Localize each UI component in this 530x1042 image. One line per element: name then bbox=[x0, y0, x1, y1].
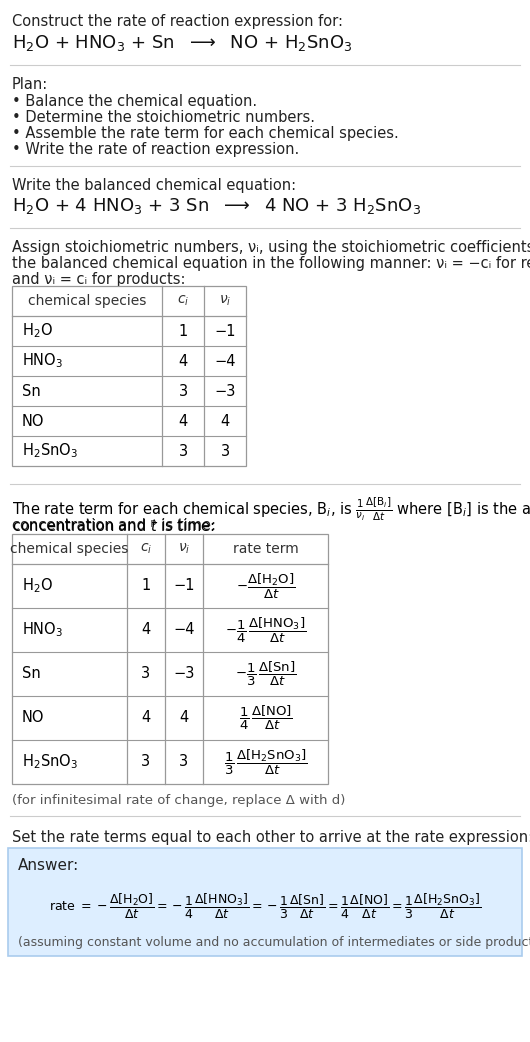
Text: • Assemble the rate term for each chemical species.: • Assemble the rate term for each chemic… bbox=[12, 126, 399, 141]
Text: NO: NO bbox=[22, 414, 45, 428]
Text: −1: −1 bbox=[214, 323, 236, 339]
Text: H$_2$O + HNO$_3$ + Sn  $\longrightarrow$  NO + H$_2$SnO$_3$: H$_2$O + HNO$_3$ + Sn $\longrightarrow$ … bbox=[12, 33, 352, 53]
Text: Assign stoichiometric numbers, νᵢ, using the stoichiometric coefficients, cᵢ, fr: Assign stoichiometric numbers, νᵢ, using… bbox=[12, 240, 530, 255]
Text: $-\dfrac{\Delta[\mathrm{H_2O}]}{\Delta t}$: $-\dfrac{\Delta[\mathrm{H_2O}]}{\Delta t… bbox=[236, 571, 295, 600]
Text: concentration and $t$ is time:: concentration and $t$ is time: bbox=[12, 518, 215, 534]
Text: 1: 1 bbox=[179, 323, 188, 339]
Text: 4: 4 bbox=[142, 622, 151, 638]
Text: 3: 3 bbox=[142, 754, 151, 769]
Text: $-\dfrac{1}{4}\,\dfrac{\Delta[\mathrm{HNO_3}]}{\Delta t}$: $-\dfrac{1}{4}\,\dfrac{\Delta[\mathrm{HN… bbox=[225, 616, 306, 645]
Text: 4: 4 bbox=[220, 414, 229, 428]
Text: (assuming constant volume and no accumulation of intermediates or side products): (assuming constant volume and no accumul… bbox=[18, 936, 530, 949]
Text: H$_2$O: H$_2$O bbox=[22, 322, 53, 341]
Text: and νᵢ = cᵢ for products:: and νᵢ = cᵢ for products: bbox=[12, 272, 185, 287]
Text: 4: 4 bbox=[179, 711, 189, 725]
Text: H$_2$SnO$_3$: H$_2$SnO$_3$ bbox=[22, 442, 78, 461]
Text: $\dfrac{1}{3}\,\dfrac{\Delta[\mathrm{H_2SnO_3}]}{\Delta t}$: $\dfrac{1}{3}\,\dfrac{\Delta[\mathrm{H_2… bbox=[224, 747, 307, 776]
Text: $-\dfrac{1}{3}\,\dfrac{\Delta[\mathrm{Sn}]}{\Delta t}$: $-\dfrac{1}{3}\,\dfrac{\Delta[\mathrm{Sn… bbox=[235, 660, 296, 688]
Bar bbox=[12, 534, 328, 784]
Text: −4: −4 bbox=[173, 622, 195, 638]
Text: H$_2$O: H$_2$O bbox=[22, 576, 53, 595]
Text: • Write the rate of reaction expression.: • Write the rate of reaction expression. bbox=[12, 142, 299, 157]
Bar bbox=[12, 286, 246, 466]
Text: $c_i$: $c_i$ bbox=[177, 294, 189, 308]
Text: 4: 4 bbox=[179, 353, 188, 369]
Text: 3: 3 bbox=[180, 754, 189, 769]
Text: $\dfrac{1}{4}\,\dfrac{\Delta[\mathrm{NO}]}{\Delta t}$: $\dfrac{1}{4}\,\dfrac{\Delta[\mathrm{NO}… bbox=[238, 704, 293, 733]
Text: HNO$_3$: HNO$_3$ bbox=[22, 351, 63, 370]
Text: H$_2$SnO$_3$: H$_2$SnO$_3$ bbox=[22, 752, 78, 771]
Text: • Balance the chemical equation.: • Balance the chemical equation. bbox=[12, 94, 257, 109]
Text: the balanced chemical equation in the following manner: νᵢ = −cᵢ for reactants: the balanced chemical equation in the fo… bbox=[12, 256, 530, 271]
Text: concentration and ᵖ is time:: concentration and ᵖ is time: bbox=[12, 518, 216, 534]
Text: $c_i$: $c_i$ bbox=[140, 542, 152, 556]
Text: $\nu_i$: $\nu_i$ bbox=[178, 542, 190, 556]
Text: Sn: Sn bbox=[22, 383, 41, 398]
Text: chemical species: chemical species bbox=[28, 294, 146, 308]
Text: rate $= -\dfrac{\Delta[\mathrm{H_2O}]}{\Delta t} = -\dfrac{1}{4}\dfrac{\Delta[\m: rate $= -\dfrac{\Delta[\mathrm{H_2O}]}{\… bbox=[49, 892, 481, 920]
FancyBboxPatch shape bbox=[8, 848, 522, 956]
Text: Answer:: Answer: bbox=[18, 858, 80, 873]
Text: 4: 4 bbox=[142, 711, 151, 725]
Text: H$_2$O + 4 HNO$_3$ + 3 Sn  $\longrightarrow$  4 NO + 3 H$_2$SnO$_3$: H$_2$O + 4 HNO$_3$ + 3 Sn $\longrightarr… bbox=[12, 196, 421, 216]
Text: 3: 3 bbox=[179, 383, 188, 398]
Text: 3: 3 bbox=[179, 444, 188, 458]
Text: • Determine the stoichiometric numbers.: • Determine the stoichiometric numbers. bbox=[12, 110, 315, 125]
Text: Set the rate terms equal to each other to arrive at the rate expression:: Set the rate terms equal to each other t… bbox=[12, 830, 530, 845]
Text: −3: −3 bbox=[214, 383, 236, 398]
Text: 4: 4 bbox=[179, 414, 188, 428]
Text: HNO$_3$: HNO$_3$ bbox=[22, 621, 63, 640]
Text: Plan:: Plan: bbox=[12, 77, 48, 92]
Text: $\nu_i$: $\nu_i$ bbox=[219, 294, 231, 308]
Text: The rate term for each chemical species, B$_i$, is $\frac{1}{\nu_i}\frac{\Delta[: The rate term for each chemical species,… bbox=[12, 496, 530, 523]
Text: −1: −1 bbox=[173, 578, 195, 594]
Text: 1: 1 bbox=[142, 578, 151, 594]
Text: 3: 3 bbox=[142, 667, 151, 681]
Text: Construct the rate of reaction expression for:: Construct the rate of reaction expressio… bbox=[12, 14, 343, 29]
Text: 3: 3 bbox=[220, 444, 229, 458]
Text: NO: NO bbox=[22, 711, 45, 725]
Text: −3: −3 bbox=[173, 667, 195, 681]
Text: Sn: Sn bbox=[22, 667, 41, 681]
Text: Write the balanced chemical equation:: Write the balanced chemical equation: bbox=[12, 178, 296, 193]
Text: chemical species: chemical species bbox=[10, 542, 129, 556]
Text: rate term: rate term bbox=[233, 542, 298, 556]
Text: (for infinitesimal rate of change, replace Δ with d): (for infinitesimal rate of change, repla… bbox=[12, 794, 346, 807]
Text: −4: −4 bbox=[214, 353, 236, 369]
